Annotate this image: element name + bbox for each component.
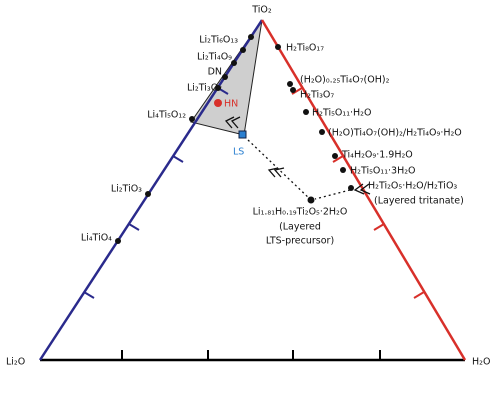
- bottom-ticks: [121, 350, 381, 360]
- points: [115, 34, 354, 244]
- right-edge: [260, 19, 467, 361]
- arrow: [314, 189, 351, 200]
- right-label: H₂Ti₃O₇: [300, 90, 334, 101]
- arrow: [247, 139, 312, 201]
- left-label: Li₂Ti₄O₉: [197, 52, 232, 63]
- left-label: Li₂Ti₆O₁₃: [199, 35, 238, 46]
- left-edge: [38, 19, 264, 361]
- vertex-label: Li₂O: [6, 357, 25, 368]
- vertex-label: H₂O: [472, 357, 490, 368]
- left-label: Li₂Ti₃O₇: [187, 83, 222, 94]
- right-label: Ti₄H₂O₉·1.9H₂O: [341, 150, 413, 161]
- right-ticks: [291, 87, 425, 299]
- right-label: (H₂O)₀.₂₅Ti₄O₇(OH)₂: [300, 75, 390, 86]
- chevrons: [224, 116, 371, 195]
- right-label: (Layered tritanate): [374, 196, 464, 207]
- right-label: H₂Ti₅O₁₁·3H₂O: [350, 166, 416, 177]
- hn-label: HN: [224, 99, 238, 110]
- right-label: H₂Ti₅O₁₁·H₂O: [312, 108, 371, 119]
- right-label: H₂Ti₈O₁₇: [286, 43, 324, 54]
- left-label: Li₄TiO₄: [81, 233, 112, 244]
- vertex-label: TiO₂: [251, 5, 272, 16]
- left-label: Li₂TiO₃: [111, 184, 142, 195]
- hn-point: [214, 99, 222, 107]
- left-label: Li₄Ti₅O₁₂: [147, 110, 186, 121]
- right-label: (H₂O)Ti₄O₇(OH)₂/H₂Ti₄O₉·H₂O: [328, 128, 462, 139]
- ls-label: LS: [233, 147, 244, 158]
- left-label: DN: [208, 67, 222, 78]
- precursor-label: LTS-precursor): [266, 236, 334, 247]
- ls-point: [238, 130, 247, 139]
- precursor-label: Li₁.₈₁H₀.₁₉Ti₂O₅·2H₂O: [253, 207, 348, 218]
- precursor-label: (Layered: [279, 222, 321, 233]
- right-label: H₂Ti₂O₅·H₂O/H₂TiO₃: [368, 181, 457, 192]
